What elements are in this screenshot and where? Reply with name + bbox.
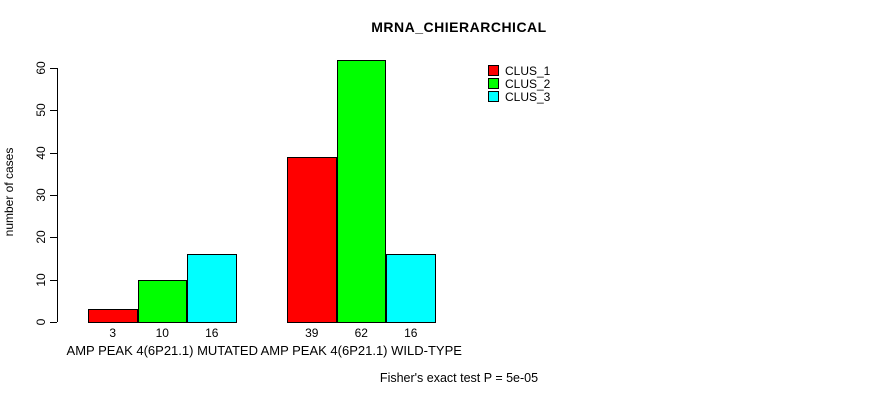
legend-row-clus_2: CLUS_2 xyxy=(488,76,551,91)
y-tick-30 xyxy=(50,195,57,196)
y-tick-60 xyxy=(50,68,57,69)
y-tick-label-20: 20 xyxy=(34,230,48,245)
y-tick-label-10: 10 xyxy=(34,272,48,287)
legend-row-clus_1: CLUS_1 xyxy=(488,63,551,78)
y-axis-line xyxy=(57,68,58,322)
bar-value-label-clus_2-group1: 10 xyxy=(155,326,169,340)
y-tick-0 xyxy=(50,322,57,323)
bar-clus_1-group2 xyxy=(287,157,337,323)
footnote: Fisher's exact test P = 5e-05 xyxy=(379,371,539,385)
y-tick-50 xyxy=(50,110,57,112)
bar-clus_3-group1 xyxy=(187,254,237,323)
y-axis-label: number of cases xyxy=(2,147,16,237)
y-tick-10 xyxy=(50,279,57,281)
legend-swatch-clus_3 xyxy=(488,91,499,102)
legend-label-clus_1: CLUS_1 xyxy=(505,63,551,78)
legend: CLUS_1 CLUS_2 CLUS_3 xyxy=(488,63,551,104)
legend-row-clus_3: CLUS_3 xyxy=(488,89,551,104)
group-label-2: AMP PEAK 4(6P21.1) WILD-TYPE xyxy=(260,343,462,358)
legend-swatch-clus_2 xyxy=(488,78,499,89)
y-tick-label-50: 50 xyxy=(34,103,48,118)
y-tick-label-30: 30 xyxy=(34,188,48,202)
bar-clus_2-group2 xyxy=(336,60,386,323)
y-tick-label-0: 0 xyxy=(34,318,48,326)
bar-value-label-clus_3-group2: 16 xyxy=(404,326,418,340)
bar-clus_3-group2 xyxy=(386,254,436,323)
bar-value-label-clus_2-group2: 62 xyxy=(354,326,368,340)
bar-value-label-clus_3-group1: 16 xyxy=(205,326,219,340)
bar-clus_1-group1 xyxy=(88,309,138,323)
y-tick-40 xyxy=(50,152,57,154)
bar-value-label-clus_1-group1: 3 xyxy=(109,326,117,340)
y-tick-label-40: 40 xyxy=(34,145,48,160)
y-tick-20 xyxy=(50,237,57,239)
legend-label-clus_3: CLUS_3 xyxy=(505,89,551,104)
bar-value-label-clus_1-group2: 39 xyxy=(305,326,319,340)
chart-title: MRNA_CHIERARCHICAL xyxy=(371,19,547,35)
group-label-1: AMP PEAK 4(6P21.1) MUTATED xyxy=(66,343,258,358)
legend-label-clus_2: CLUS_2 xyxy=(505,76,551,91)
legend-swatch-clus_1 xyxy=(488,65,499,76)
y-tick-label-60: 60 xyxy=(34,61,48,75)
bar-clus_2-group1 xyxy=(137,280,187,323)
